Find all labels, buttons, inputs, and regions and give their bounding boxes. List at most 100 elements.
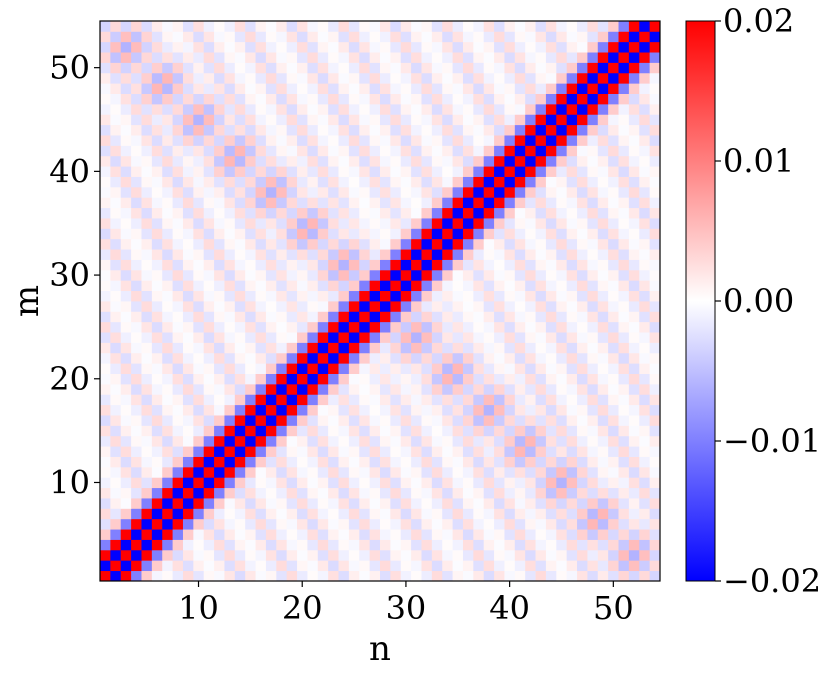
heatmap-cell — [421, 394, 433, 406]
heatmap-cell — [545, 477, 557, 489]
heatmap-cell — [317, 166, 329, 177]
heatmap-cell — [421, 103, 433, 115]
heatmap-cell — [286, 228, 298, 240]
heatmap-cell — [203, 31, 215, 43]
heatmap-cell — [317, 21, 329, 32]
heatmap-cell — [307, 363, 319, 374]
heatmap-cell — [234, 570, 246, 582]
heatmap-cell — [577, 383, 588, 395]
heatmap-cell — [131, 477, 142, 489]
heatmap-cell — [421, 508, 433, 520]
heatmap-cell — [131, 135, 142, 146]
heatmap-cell — [618, 41, 630, 53]
heatmap-cell — [452, 560, 464, 572]
heatmap-cell — [203, 383, 215, 395]
heatmap-cell — [369, 301, 381, 312]
heatmap-cell — [120, 72, 132, 84]
heatmap-cell — [141, 342, 153, 354]
heatmap-cell — [494, 394, 505, 406]
heatmap-cell — [390, 238, 402, 250]
heatmap-cell — [597, 394, 609, 406]
heatmap-cell — [380, 466, 391, 478]
heatmap-cell — [494, 487, 505, 499]
heatmap-cell — [431, 176, 443, 188]
heatmap-cell — [545, 425, 557, 437]
heatmap-cell — [452, 570, 464, 582]
heatmap-cell — [307, 446, 319, 457]
heatmap-cell — [100, 373, 111, 385]
heatmap-cell — [442, 238, 453, 250]
heatmap-cell — [234, 238, 246, 250]
heatmap-cell — [120, 249, 132, 260]
heatmap-cell — [276, 456, 288, 468]
heatmap-cell — [348, 498, 360, 509]
heatmap-cell — [452, 218, 464, 229]
heatmap-cell — [473, 383, 485, 395]
heatmap-cell — [234, 498, 246, 509]
heatmap-cell — [151, 352, 163, 364]
heatmap-cell — [307, 93, 319, 105]
heatmap-cell — [286, 456, 298, 468]
heatmap-cell — [545, 570, 557, 582]
heatmap-cell — [577, 415, 588, 426]
heatmap-cell — [162, 477, 173, 489]
heatmap-cell — [224, 508, 236, 520]
heatmap-cell — [380, 321, 391, 333]
heatmap-cell — [162, 72, 173, 84]
heatmap-cell — [369, 155, 381, 167]
heatmap-cell — [639, 477, 651, 489]
heatmap-cell — [193, 124, 205, 136]
heatmap-cell — [556, 373, 568, 385]
heatmap-cell — [203, 352, 215, 364]
heatmap-cell — [131, 321, 142, 333]
heatmap-cell — [359, 518, 371, 530]
heatmap-cell — [265, 186, 277, 198]
heatmap-cell — [608, 394, 619, 406]
heatmap-cell — [359, 498, 371, 509]
heatmap-cell — [162, 238, 173, 250]
heatmap-cell — [618, 539, 630, 551]
heatmap-cell — [265, 415, 277, 426]
heatmap-cell — [628, 415, 640, 426]
heatmap-cell — [359, 249, 371, 260]
heatmap-cell — [234, 466, 246, 478]
heatmap-cell — [421, 352, 433, 364]
heatmap-cell — [369, 508, 381, 520]
heatmap-cell — [566, 280, 578, 292]
heatmap-cell — [131, 62, 142, 74]
heatmap-cell — [649, 145, 661, 157]
heatmap-cell — [566, 498, 578, 509]
heatmap-cell — [618, 62, 630, 74]
heatmap-cell — [431, 197, 443, 209]
heatmap-cell — [203, 238, 215, 250]
heatmap-cell — [151, 41, 163, 53]
heatmap-cell — [328, 446, 339, 457]
heatmap-cell — [265, 93, 277, 105]
heatmap-cell — [255, 31, 267, 43]
heatmap-cell — [265, 259, 277, 271]
heatmap-cell — [577, 498, 588, 509]
heatmap-cell — [628, 31, 640, 43]
heatmap-cell — [214, 166, 225, 177]
heatmap-cell — [369, 21, 381, 32]
heatmap-cell — [483, 238, 495, 250]
heatmap-cell — [494, 124, 505, 136]
heatmap-cell — [245, 404, 256, 416]
heatmap-cell — [141, 135, 153, 146]
heatmap-cell — [452, 176, 464, 188]
heatmap-cell — [276, 145, 288, 157]
heatmap-cell — [421, 52, 433, 63]
heatmap-cell — [193, 135, 205, 146]
heatmap-cell — [514, 135, 526, 146]
heatmap-cell — [276, 321, 288, 333]
heatmap-cell — [203, 290, 215, 302]
heatmap-cell — [608, 363, 619, 374]
heatmap-cell — [566, 466, 578, 478]
heatmap-cell — [110, 529, 122, 540]
heatmap-cell — [224, 321, 236, 333]
heatmap-cell — [338, 446, 350, 457]
heatmap-cell — [525, 404, 536, 416]
heatmap-cell — [639, 93, 651, 105]
